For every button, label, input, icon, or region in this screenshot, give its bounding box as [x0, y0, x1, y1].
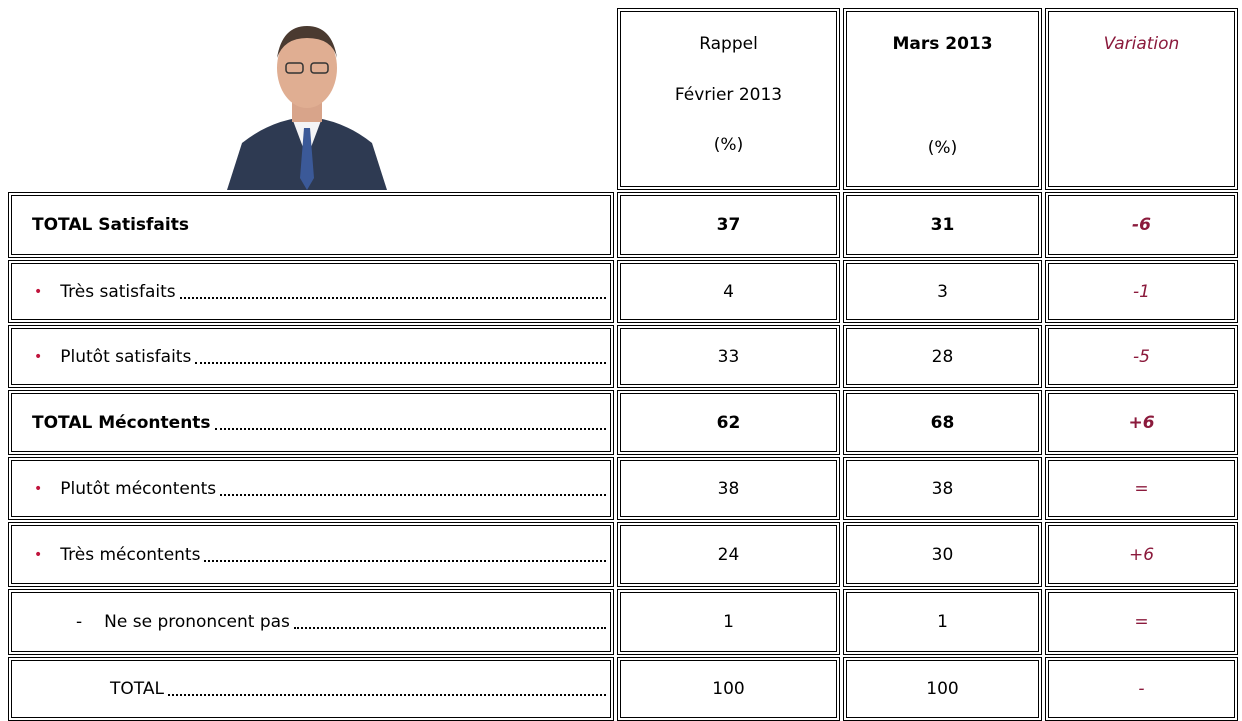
- row-label: Plutôt mécontents: [60, 479, 216, 499]
- variation-cell: +6: [1045, 522, 1238, 587]
- variation: +6: [1129, 545, 1154, 565]
- value: 4: [723, 282, 734, 302]
- leader: [180, 285, 606, 299]
- variation-cell: =: [1045, 457, 1238, 520]
- value-cell: 37: [617, 192, 840, 258]
- value: 62: [717, 413, 741, 433]
- portrait: [222, 8, 392, 190]
- value-cell: 1: [617, 589, 840, 655]
- value-cell: 30: [843, 522, 1042, 587]
- row-marker: -: [76, 612, 82, 632]
- value: 100: [926, 679, 958, 699]
- value: 68: [931, 413, 955, 433]
- row-label-cell: • Plutôt satisfaits: [8, 325, 614, 388]
- header-text: (%): [714, 135, 743, 186]
- variation-cell: +6: [1045, 390, 1238, 455]
- variation: -6: [1132, 215, 1151, 235]
- row-label: Ne se prononcent pas: [104, 612, 290, 632]
- value: 1: [723, 612, 734, 632]
- variation-cell: -5: [1045, 325, 1238, 388]
- variation-cell: -6: [1045, 192, 1238, 258]
- variation: =: [1134, 612, 1148, 632]
- row-marker: •: [34, 349, 42, 365]
- variation: -5: [1133, 347, 1150, 367]
- value: 24: [718, 545, 740, 565]
- row-marker: •: [34, 284, 42, 300]
- leader: [168, 682, 606, 696]
- value: 38: [718, 479, 740, 499]
- header-text: Rappel: [699, 34, 758, 85]
- value-cell: 31: [843, 192, 1042, 258]
- value-cell: 68: [843, 390, 1042, 455]
- value-cell: 100: [843, 657, 1042, 721]
- row-label: Très mécontents: [60, 545, 200, 565]
- leader: [294, 615, 606, 629]
- row-label: Plutôt satisfaits: [60, 347, 191, 367]
- leader: [195, 350, 606, 364]
- leader: [220, 482, 606, 496]
- value-cell: 24: [617, 522, 840, 587]
- value: 1: [937, 612, 948, 632]
- variation-cell: =: [1045, 589, 1238, 655]
- leader: [215, 416, 606, 430]
- page: RappelFévrier 2013(%)Mars 2013(%)Variati…: [0, 0, 1242, 721]
- value: 37: [717, 215, 741, 235]
- variation-cell: -: [1045, 657, 1238, 721]
- header-cell: Variation: [1045, 8, 1238, 190]
- variation: +6: [1128, 413, 1154, 433]
- row-label-cell: - Ne se prononcent pas: [8, 589, 614, 655]
- row-label: Très satisfaits: [60, 282, 175, 302]
- value: 100: [712, 679, 744, 699]
- value-cell: 38: [843, 457, 1042, 520]
- row-label-cell: TOTAL Satisfaits: [8, 192, 614, 258]
- value: 38: [932, 479, 954, 499]
- value: 28: [932, 347, 954, 367]
- value-cell: 28: [843, 325, 1042, 388]
- value-cell: 38: [617, 457, 840, 520]
- value-cell: 100: [617, 657, 840, 721]
- value-cell: 3: [843, 260, 1042, 323]
- leader: [204, 548, 606, 562]
- value-cell: 62: [617, 390, 840, 455]
- row-label: TOTAL Mécontents: [32, 413, 211, 433]
- row-label-cell: • Plutôt mécontents: [8, 457, 614, 520]
- header-text: Février 2013: [675, 85, 782, 136]
- row-label-cell: TOTAL: [8, 657, 614, 721]
- header-text: Mars 2013: [892, 34, 992, 82]
- variation: -: [1138, 679, 1144, 699]
- value-cell: 4: [617, 260, 840, 323]
- row-label-cell: • Très mécontents: [8, 522, 614, 587]
- row-label: TOTAL Satisfaits: [32, 215, 189, 235]
- value-cell: 1: [843, 589, 1042, 655]
- value: 31: [931, 215, 955, 235]
- variation-cell: -1: [1045, 260, 1238, 323]
- row-label-cell: TOTAL Mécontents: [8, 390, 614, 455]
- header-text: (%): [928, 138, 957, 186]
- value-cell: 33: [617, 325, 840, 388]
- value: 3: [937, 282, 948, 302]
- header-cell: Mars 2013 (%): [843, 8, 1042, 190]
- variation: -1: [1133, 282, 1150, 302]
- row-label-cell: • Très satisfaits: [8, 260, 614, 323]
- variation: =: [1134, 479, 1148, 499]
- value: 30: [932, 545, 954, 565]
- header-text: Variation: [1104, 34, 1180, 90]
- row-marker: •: [34, 547, 42, 563]
- row-marker: •: [34, 481, 42, 497]
- value: 33: [718, 347, 740, 367]
- row-label: TOTAL: [110, 679, 164, 699]
